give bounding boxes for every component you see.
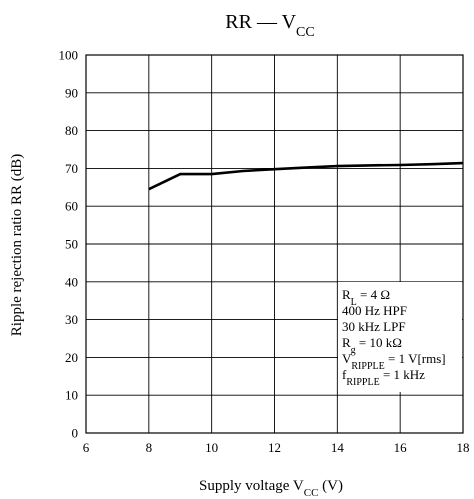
condition-text: V [342,351,352,366]
y-tick-label: 20 [65,350,78,365]
condition-line: 400 Hz HPF [342,303,407,318]
condition-value: = 1 kHz [380,367,425,382]
series-layer [148,161,464,191]
y-tick-label: 30 [65,312,78,327]
x-tick-label: 8 [146,440,153,455]
chart-title-sub: CC [296,25,315,40]
condition-line: 30 kHz LPF [342,319,406,334]
condition-text: 30 kHz LPF [342,319,406,334]
condition-text: R [342,335,351,350]
x-axis-label-sub: CC [304,487,319,499]
x-tick-labels: 6 8 10 12 14 16 18 [83,440,470,455]
x-tick-label: 16 [394,440,408,455]
condition-text: f [342,367,347,382]
condition-text: 400 Hz HPF [342,303,407,318]
x-axis-label: Supply voltage VCC (V) [199,478,343,499]
y-tick-label: 50 [65,237,78,252]
y-tick-label: 100 [59,48,79,63]
plot-frame [85,54,464,434]
y-tick-label: 40 [65,274,78,289]
y-tick-label: 10 [65,388,78,403]
x-axis-label-pre: Supply voltage V [199,478,304,494]
x-axis-label-post: (V) [318,478,343,494]
x-tick-label: 10 [205,440,218,455]
rr-curve-line [148,161,464,191]
condition-line: Rg = 10 kΩ [342,335,402,356]
condition-line: fRIPPLE = 1 kHz [342,367,425,388]
chart-title-main: RR — V [225,11,296,33]
y-tick-labels: 0 10 20 30 40 50 60 70 80 90 100 [59,48,79,441]
y-tick-label: 0 [72,426,79,441]
x-tick-label: 6 [83,440,90,455]
condition-subscript: RIPPLE [351,361,384,372]
condition-value: = 1 V[rms] [385,351,446,366]
y-tick-label: 80 [65,123,78,138]
condition-subscript: L [351,297,357,308]
y-tick-label: 70 [65,161,78,176]
condition-value: = 4 Ω [357,287,390,302]
chart-title: RR — VCC [225,11,314,40]
x-tick-label: 12 [268,440,281,455]
condition-line: VRIPPLE = 1 V[rms] [342,351,446,372]
condition-subscript: RIPPLE [346,377,379,388]
conditions-box-background [338,282,462,392]
y-tick-label: 60 [65,199,78,214]
condition-value: = 10 kΩ [356,335,402,350]
condition-subscript: g [351,345,356,356]
y-tick-label: 90 [65,85,78,100]
x-tick-label: 14 [331,440,345,455]
y-axis-label: Ripple rejection ratio RR (dB) [9,154,25,336]
condition-line: RL = 4 Ω [342,287,390,308]
condition-text: R [342,287,351,302]
x-tick-label: 18 [457,440,470,455]
